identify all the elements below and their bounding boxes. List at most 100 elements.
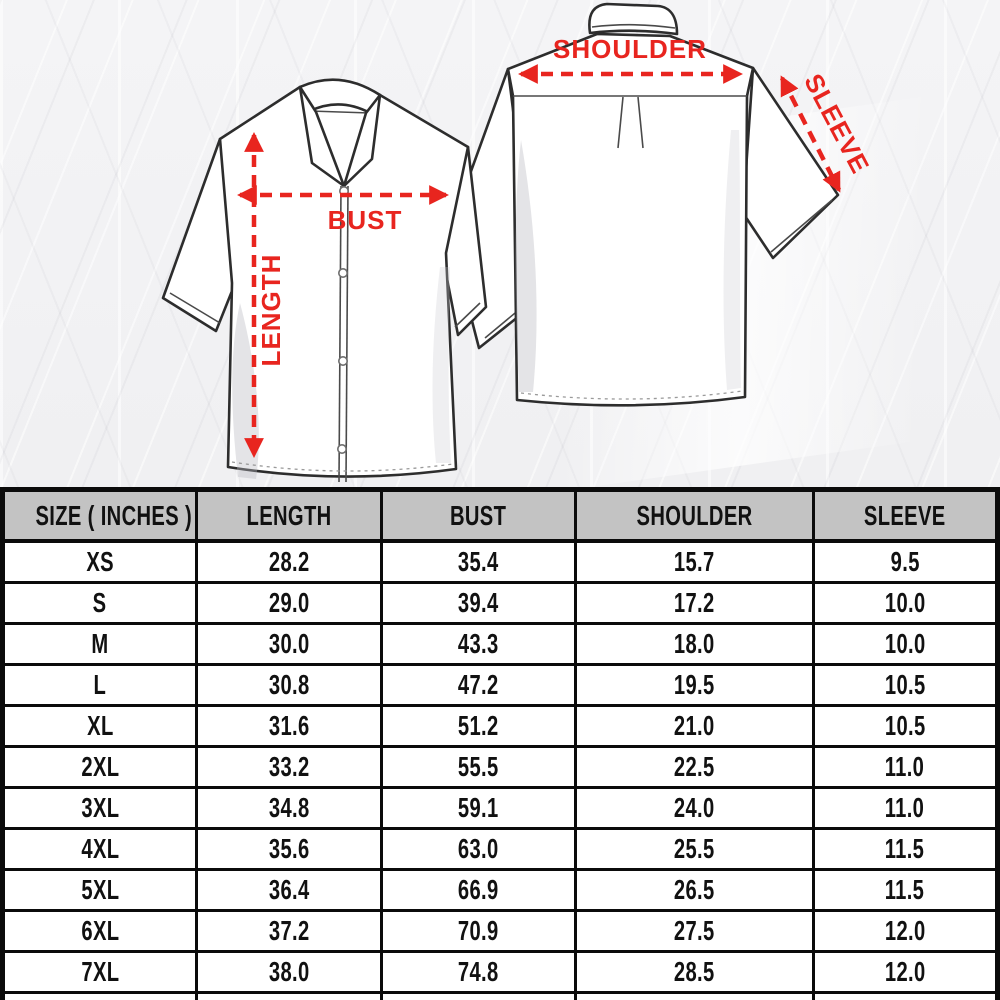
cell-bust: 55.5 xyxy=(380,745,578,789)
table-row: XL 31.6 51.2 21.0 10.5 xyxy=(0,704,1000,748)
cell-sleeve: 9.5 xyxy=(811,539,1000,584)
cell-text: 25.5 xyxy=(674,833,715,864)
table-row: 8XL 38.7 78.7 29.4 12.5 xyxy=(0,991,1000,1000)
col-header-shoulder: SHOULDER xyxy=(574,488,815,543)
cell-text: 66.9 xyxy=(458,874,499,905)
cell-size: 8XL xyxy=(0,991,199,1000)
cell-bust: 43.3 xyxy=(380,622,578,666)
cell-shoulder: 24.0 xyxy=(574,786,815,830)
cell-text: 28.2 xyxy=(268,546,310,577)
cell-text: 18.0 xyxy=(674,628,715,659)
cell-text: 19.5 xyxy=(674,669,715,700)
cell-text: 36.4 xyxy=(268,874,310,905)
length-label: LENGTH xyxy=(256,254,286,367)
cell-bust: 51.2 xyxy=(380,704,578,748)
size-table-section: SIZE ( INCHES ) LENGTH BUST SHOULDER SLE… xyxy=(0,487,1000,1000)
front-shade-right xyxy=(432,267,451,463)
table-row: 6XL 37.2 70.9 27.5 12.0 xyxy=(0,909,1000,953)
bust-label: BUST xyxy=(328,205,403,235)
cell-bust: 59.1 xyxy=(380,786,578,830)
table-row: 7XL 38.0 74.8 28.5 12.0 xyxy=(0,950,1000,994)
cell-size: 5XL xyxy=(0,868,199,912)
cell-shoulder: 25.5 xyxy=(574,827,815,871)
cell-sleeve: 11.0 xyxy=(811,745,1000,789)
back-collar-seam xyxy=(591,23,676,29)
front-left-cuff-line xyxy=(169,292,221,324)
cell-text: XL xyxy=(86,710,114,741)
cell-text: 24.0 xyxy=(674,792,715,823)
cell-length: 37.2 xyxy=(195,909,384,953)
header-text: SLEEVE xyxy=(864,499,946,531)
cell-sleeve: 12.5 xyxy=(811,991,1000,1000)
col-header-length: LENGTH xyxy=(195,488,384,543)
cell-size: XL xyxy=(0,704,199,748)
cell-shoulder: 22.5 xyxy=(574,745,815,789)
cell-text: 34.8 xyxy=(268,792,310,823)
cell-text: 28.5 xyxy=(674,956,715,987)
cell-text: 12.0 xyxy=(884,915,926,946)
table-row: 5XL 36.4 66.9 26.5 11.5 xyxy=(0,868,1000,912)
cell-sleeve: 11.5 xyxy=(811,827,1000,871)
cell-text: 5XL xyxy=(80,874,120,905)
cell-text: 78.7 xyxy=(458,997,499,1000)
cell-shoulder: 15.7 xyxy=(574,539,815,584)
cell-size: 2XL xyxy=(0,745,199,789)
cell-text: 37.2 xyxy=(268,915,310,946)
cell-text: 15.7 xyxy=(674,546,715,577)
cell-sleeve: 10.0 xyxy=(811,622,1000,666)
cell-text: 7XL xyxy=(80,956,120,987)
table-row: 3XL 34.8 59.1 24.0 11.0 xyxy=(0,786,1000,830)
back-collar xyxy=(588,2,679,36)
cell-text: 9.5 xyxy=(890,546,920,577)
cell-length: 31.6 xyxy=(195,704,384,748)
cell-shoulder: 29.4 xyxy=(574,991,815,1000)
table-row: L 30.8 47.2 19.5 10.5 xyxy=(0,663,1000,707)
cell-text: 2XL xyxy=(80,751,120,782)
cell-length: 30.0 xyxy=(195,622,384,666)
cell-size: S xyxy=(0,581,199,625)
cell-text: 35.4 xyxy=(458,546,499,577)
col-header-size: SIZE ( INCHES ) xyxy=(0,488,199,543)
table-row: S 29.0 39.4 17.2 10.0 xyxy=(0,581,1000,625)
size-chart-table: SIZE ( INCHES ) LENGTH BUST SHOULDER SLE… xyxy=(0,487,1000,1000)
back-body xyxy=(506,32,755,407)
cell-text: 38.7 xyxy=(269,997,310,1000)
cell-text: S xyxy=(93,587,107,618)
cell-size: 6XL xyxy=(0,909,199,953)
cell-text: XS xyxy=(86,546,114,577)
cell-sleeve: 12.0 xyxy=(811,909,1000,953)
front-collar-seam xyxy=(309,110,371,114)
cell-shoulder: 17.2 xyxy=(574,581,815,625)
cell-text: M xyxy=(91,628,109,659)
cell-text: 11.0 xyxy=(885,751,925,782)
cell-text: 17.2 xyxy=(674,587,715,618)
cell-text: 8XL xyxy=(81,997,119,1000)
cell-sleeve: 11.5 xyxy=(811,868,1000,912)
cell-shoulder: 27.5 xyxy=(574,909,815,953)
sleeve-arrow xyxy=(779,75,842,193)
cell-text: 31.6 xyxy=(268,710,310,741)
cell-size: M xyxy=(0,622,199,666)
cell-length: 30.8 xyxy=(195,663,384,707)
cell-text: 38.0 xyxy=(268,956,310,987)
cell-text: L xyxy=(93,669,107,700)
cell-size: L xyxy=(0,663,199,707)
cell-text: 11.5 xyxy=(885,874,925,905)
col-header-sleeve: SLEEVE xyxy=(811,488,1000,543)
cell-text: 10.0 xyxy=(884,628,926,659)
cell-text: 11.0 xyxy=(885,792,925,823)
cell-bust: 63.0 xyxy=(380,827,578,871)
cell-text: 29.0 xyxy=(268,587,310,618)
back-shade-left xyxy=(515,140,537,392)
cell-text: 10.5 xyxy=(884,710,926,741)
cell-size: 4XL xyxy=(0,827,199,871)
cell-text: 59.1 xyxy=(458,792,499,823)
cell-text: 33.2 xyxy=(268,751,310,782)
cell-text: 12.5 xyxy=(885,997,926,1000)
cell-text: 74.8 xyxy=(458,956,499,987)
cell-bust: 78.7 xyxy=(380,991,578,1000)
cell-length: 28.2 xyxy=(195,539,384,584)
cell-size: 7XL xyxy=(0,950,199,994)
cell-bust: 70.9 xyxy=(380,909,578,953)
shirt-front-diagram: BUST LENGTH xyxy=(161,78,488,483)
